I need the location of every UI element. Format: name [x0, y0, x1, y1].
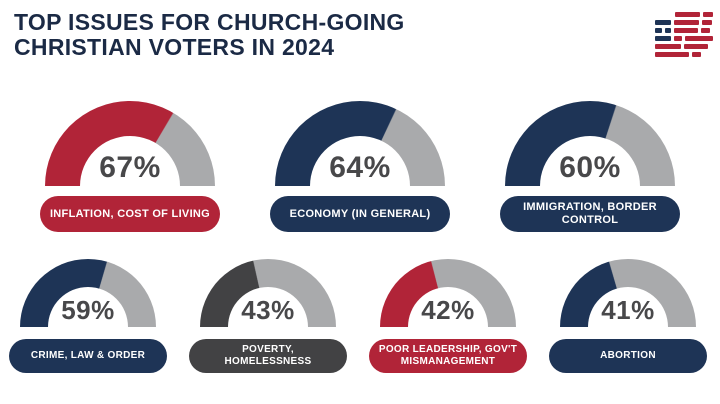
flag-row [655, 52, 713, 57]
gauge-arc: 60% [505, 101, 675, 186]
gauge-row-2: 59% CRIME, LAW & ORDER 43% POVERTY, HOME… [9, 259, 707, 373]
gauge-value-label: 64% [329, 151, 391, 184]
gauge-value-label: 41% [601, 295, 655, 325]
flag-bar [675, 12, 700, 17]
us-flag-icon [655, 10, 713, 57]
flag-bar [665, 28, 671, 33]
gauge-value-label: 59% [61, 295, 115, 325]
flag-bar [703, 12, 713, 17]
gauge-card: 43% POVERTY, HOMELESSNESS [189, 259, 347, 373]
gauge-card: 64% ECONOMY (IN GENERAL) [270, 101, 450, 232]
gauge-arc: 67% [45, 101, 215, 186]
flag-bar [674, 36, 682, 41]
gauge-card: 42% POOR LEADERSHIP, GOV'T MISMANAGEMENT [369, 259, 527, 373]
flag-row [655, 12, 713, 17]
gauge-arc: 59% [20, 259, 156, 327]
flag-bar [674, 28, 698, 33]
flag-bar [685, 36, 713, 41]
flag-bar [692, 52, 701, 57]
flag-bar [655, 28, 662, 33]
flag-bar [674, 20, 699, 25]
gauge-row-1: 67% INFLATION, COST OF LIVING 64% ECONOM… [40, 101, 680, 232]
flag-bar [655, 20, 671, 25]
flag-bar [655, 36, 671, 41]
flag-bar [684, 44, 708, 49]
gauge-card: 59% CRIME, LAW & ORDER [9, 259, 167, 373]
flag-bar [702, 20, 712, 25]
gauge-value-label: 43% [241, 295, 295, 325]
issue-label-pill: INFLATION, COST OF LIVING [40, 196, 220, 232]
gauge-card: 60% IMMIGRATION, BORDER CONTROL [500, 101, 680, 232]
flag-bar [655, 52, 689, 57]
gauge-arc: 42% [380, 259, 516, 327]
flag-row [655, 36, 713, 41]
issue-label-pill: ECONOMY (IN GENERAL) [270, 196, 450, 232]
flag-bar [655, 12, 672, 17]
flag-row [655, 20, 713, 25]
gauge-value-label: 60% [559, 151, 621, 184]
gauge-arc: 43% [200, 259, 336, 327]
flag-row [655, 44, 713, 49]
gauge-card: 67% INFLATION, COST OF LIVING [40, 101, 220, 232]
gauge-card: 41% ABORTION [549, 259, 707, 373]
gauge-arc: 64% [275, 101, 445, 186]
flag-bar [701, 28, 710, 33]
gauge-value-label: 67% [99, 151, 161, 184]
header: TOP ISSUES FOR CHURCH-GOING CHRISTIAN VO… [14, 9, 713, 61]
chart-title-line-2: CHRISTIAN VOTERS IN 2024 [14, 34, 335, 61]
issue-label-pill: ABORTION [549, 339, 707, 373]
flag-row [655, 28, 713, 33]
chart-title: TOP ISSUES FOR CHURCH-GOING CHRISTIAN VO… [14, 9, 405, 61]
flag-bar [655, 44, 681, 49]
gauge-value-label: 42% [421, 295, 475, 325]
issue-label-pill: POOR LEADERSHIP, GOV'T MISMANAGEMENT [369, 339, 527, 373]
gauge-arc: 41% [560, 259, 696, 327]
issue-label-pill: POVERTY, HOMELESSNESS [189, 339, 347, 373]
issue-label-pill: CRIME, LAW & ORDER [9, 339, 167, 373]
chart-title-line-1: TOP ISSUES FOR CHURCH-GOING [14, 9, 405, 35]
issue-label-pill: IMMIGRATION, BORDER CONTROL [500, 196, 680, 232]
